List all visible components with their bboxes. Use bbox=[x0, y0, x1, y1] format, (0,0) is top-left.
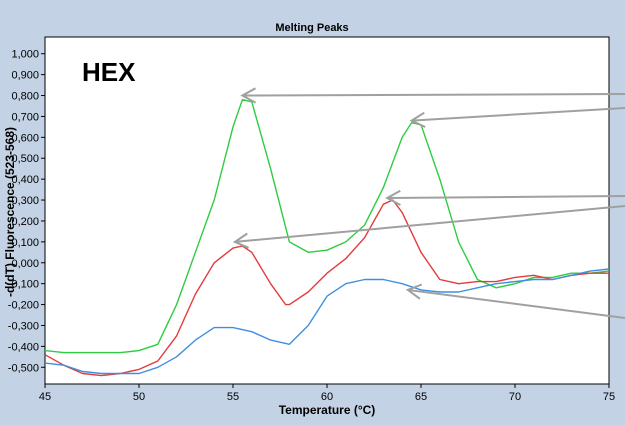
x-tick-label: 60 bbox=[321, 391, 333, 403]
y-tick-label: -0,400 bbox=[8, 341, 39, 353]
annotation-arrow-head bbox=[405, 283, 423, 300]
annotation-arrow-head bbox=[385, 189, 401, 206]
y-tick-label: 0,900 bbox=[11, 70, 39, 82]
y-tick-label: 0,600 bbox=[11, 132, 39, 144]
y-axis-title: -d(dT) Fluorescence (523-568) bbox=[3, 127, 17, 297]
annotation-arrow-head bbox=[232, 232, 249, 249]
annotation-arrow-line bbox=[411, 107, 625, 122]
series-line bbox=[44, 99, 610, 354]
y-tick-label: -0,300 bbox=[8, 320, 39, 332]
chart-title: Melting Peaks bbox=[275, 22, 348, 34]
x-axis-title: Temperature (°C) bbox=[279, 403, 376, 417]
x-tick-label: 50 bbox=[133, 391, 145, 403]
x-tick-label: 55 bbox=[227, 391, 239, 403]
y-tick-label: 0,300 bbox=[11, 195, 39, 207]
annotation-arrow-line bbox=[242, 93, 625, 97]
annotation-arrow-head bbox=[409, 111, 426, 128]
y-tick-label: 1,000 bbox=[11, 49, 39, 61]
x-tick-label: 75 bbox=[603, 391, 615, 403]
y-tick-label: 0,000 bbox=[11, 258, 39, 270]
series-lines bbox=[44, 99, 610, 377]
x-tick-label: 70 bbox=[509, 391, 521, 403]
y-tick-label: 0,700 bbox=[11, 111, 39, 123]
annotation-arrow-line bbox=[234, 205, 625, 243]
y-tick-label: 0,500 bbox=[11, 153, 39, 165]
plot-area bbox=[44, 36, 610, 385]
annotation-arrows bbox=[232, 87, 625, 319]
y-tick-label: -0,500 bbox=[8, 362, 39, 374]
y-tick-label: -0,100 bbox=[8, 279, 39, 291]
annotation-arrow-line bbox=[387, 195, 625, 199]
y-tick-label: 0,200 bbox=[11, 216, 39, 228]
y-tick-label: 0,100 bbox=[11, 237, 39, 249]
series-line bbox=[44, 199, 609, 377]
x-tick-label: 45 bbox=[39, 391, 51, 403]
x-tick-label: 65 bbox=[415, 391, 427, 403]
annotation-arrow-line bbox=[407, 288, 625, 319]
axis-ticks: 45 50 55 60 65 70 75 -0,500 -0,400 -0,300 -0,200 -0… bbox=[8, 49, 615, 403]
y-tick-label: 0,400 bbox=[11, 174, 39, 186]
y-tick-label: -0,200 bbox=[8, 300, 39, 312]
panel-label: HEX bbox=[82, 57, 136, 87]
series-line bbox=[44, 268, 610, 375]
y-tick-label: 0,800 bbox=[11, 91, 39, 103]
annotation-arrow-head bbox=[240, 87, 257, 104]
